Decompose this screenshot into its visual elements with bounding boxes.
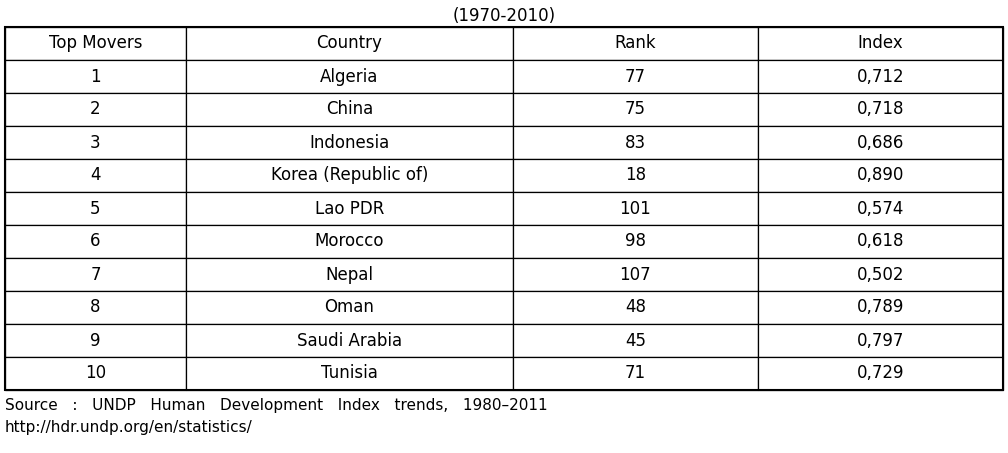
Text: 0,618: 0,618: [857, 232, 904, 251]
Bar: [185, 159, 513, 192]
Text: 10: 10: [85, 365, 106, 382]
Bar: [513, 225, 758, 258]
Text: China: China: [326, 101, 373, 119]
Bar: [513, 93, 758, 126]
Bar: [758, 192, 1003, 225]
Bar: [513, 27, 758, 60]
Bar: [513, 324, 758, 357]
Bar: [513, 258, 758, 291]
Text: 0,729: 0,729: [857, 365, 904, 382]
Text: 4: 4: [90, 167, 101, 184]
Bar: [5, 159, 185, 192]
Text: Nepal: Nepal: [326, 265, 373, 284]
Bar: [185, 192, 513, 225]
Bar: [513, 291, 758, 324]
Bar: [185, 258, 513, 291]
Text: 5: 5: [90, 199, 101, 217]
Text: Morocco: Morocco: [314, 232, 384, 251]
Bar: [5, 357, 185, 390]
Text: 107: 107: [620, 265, 651, 284]
Text: 0,502: 0,502: [857, 265, 904, 284]
Text: Oman: Oman: [325, 299, 374, 317]
Text: 75: 75: [625, 101, 646, 119]
Bar: [5, 126, 185, 159]
Text: Algeria: Algeria: [321, 67, 379, 86]
Bar: [5, 324, 185, 357]
Bar: [185, 60, 513, 93]
Bar: [758, 93, 1003, 126]
Text: 0,718: 0,718: [857, 101, 904, 119]
Bar: [513, 357, 758, 390]
Text: 0,797: 0,797: [857, 332, 904, 350]
Bar: [513, 126, 758, 159]
Bar: [513, 192, 758, 225]
Text: Index: Index: [858, 34, 903, 53]
Text: 2: 2: [90, 101, 101, 119]
Bar: [185, 93, 513, 126]
Text: 8: 8: [90, 299, 101, 317]
Bar: [5, 225, 185, 258]
Text: 9: 9: [90, 332, 101, 350]
Text: Rank: Rank: [615, 34, 656, 53]
Bar: [5, 27, 1003, 390]
Text: Top Movers: Top Movers: [48, 34, 142, 53]
Text: 48: 48: [625, 299, 646, 317]
Text: (1970-2010): (1970-2010): [453, 7, 555, 25]
Text: Tunisia: Tunisia: [321, 365, 378, 382]
Text: 18: 18: [625, 167, 646, 184]
Bar: [5, 291, 185, 324]
Bar: [185, 126, 513, 159]
Text: Lao PDR: Lao PDR: [314, 199, 384, 217]
Text: 77: 77: [625, 67, 646, 86]
Bar: [185, 27, 513, 60]
Bar: [5, 27, 185, 60]
Bar: [758, 126, 1003, 159]
Bar: [758, 324, 1003, 357]
Text: 1: 1: [90, 67, 101, 86]
Text: Korea (Republic of): Korea (Republic of): [271, 167, 428, 184]
Bar: [5, 93, 185, 126]
Bar: [758, 258, 1003, 291]
Bar: [513, 60, 758, 93]
Bar: [185, 225, 513, 258]
Bar: [758, 27, 1003, 60]
Text: Indonesia: Indonesia: [309, 134, 389, 151]
Bar: [758, 291, 1003, 324]
Text: Saudi Arabia: Saudi Arabia: [296, 332, 402, 350]
Text: 83: 83: [625, 134, 646, 151]
Text: 0,789: 0,789: [857, 299, 904, 317]
Text: 71: 71: [625, 365, 646, 382]
Bar: [5, 258, 185, 291]
Bar: [758, 60, 1003, 93]
Bar: [513, 159, 758, 192]
Bar: [5, 192, 185, 225]
Text: Country: Country: [317, 34, 382, 53]
Bar: [758, 357, 1003, 390]
Text: 0,712: 0,712: [857, 67, 904, 86]
Bar: [185, 324, 513, 357]
Text: 0,890: 0,890: [857, 167, 904, 184]
Text: 6: 6: [90, 232, 101, 251]
Text: 0,574: 0,574: [857, 199, 904, 217]
Text: 7: 7: [90, 265, 101, 284]
Bar: [758, 159, 1003, 192]
Bar: [758, 225, 1003, 258]
Text: 101: 101: [620, 199, 651, 217]
Text: http://hdr.undp.org/en/statistics/: http://hdr.undp.org/en/statistics/: [5, 420, 253, 435]
Text: 3: 3: [90, 134, 101, 151]
Text: 98: 98: [625, 232, 646, 251]
Text: 45: 45: [625, 332, 646, 350]
Text: 0,686: 0,686: [857, 134, 904, 151]
Bar: [185, 357, 513, 390]
Bar: [185, 291, 513, 324]
Text: Source   :   UNDP   Human   Development   Index   trends,   1980–2011: Source : UNDP Human Development Index tr…: [5, 398, 547, 413]
Bar: [5, 60, 185, 93]
